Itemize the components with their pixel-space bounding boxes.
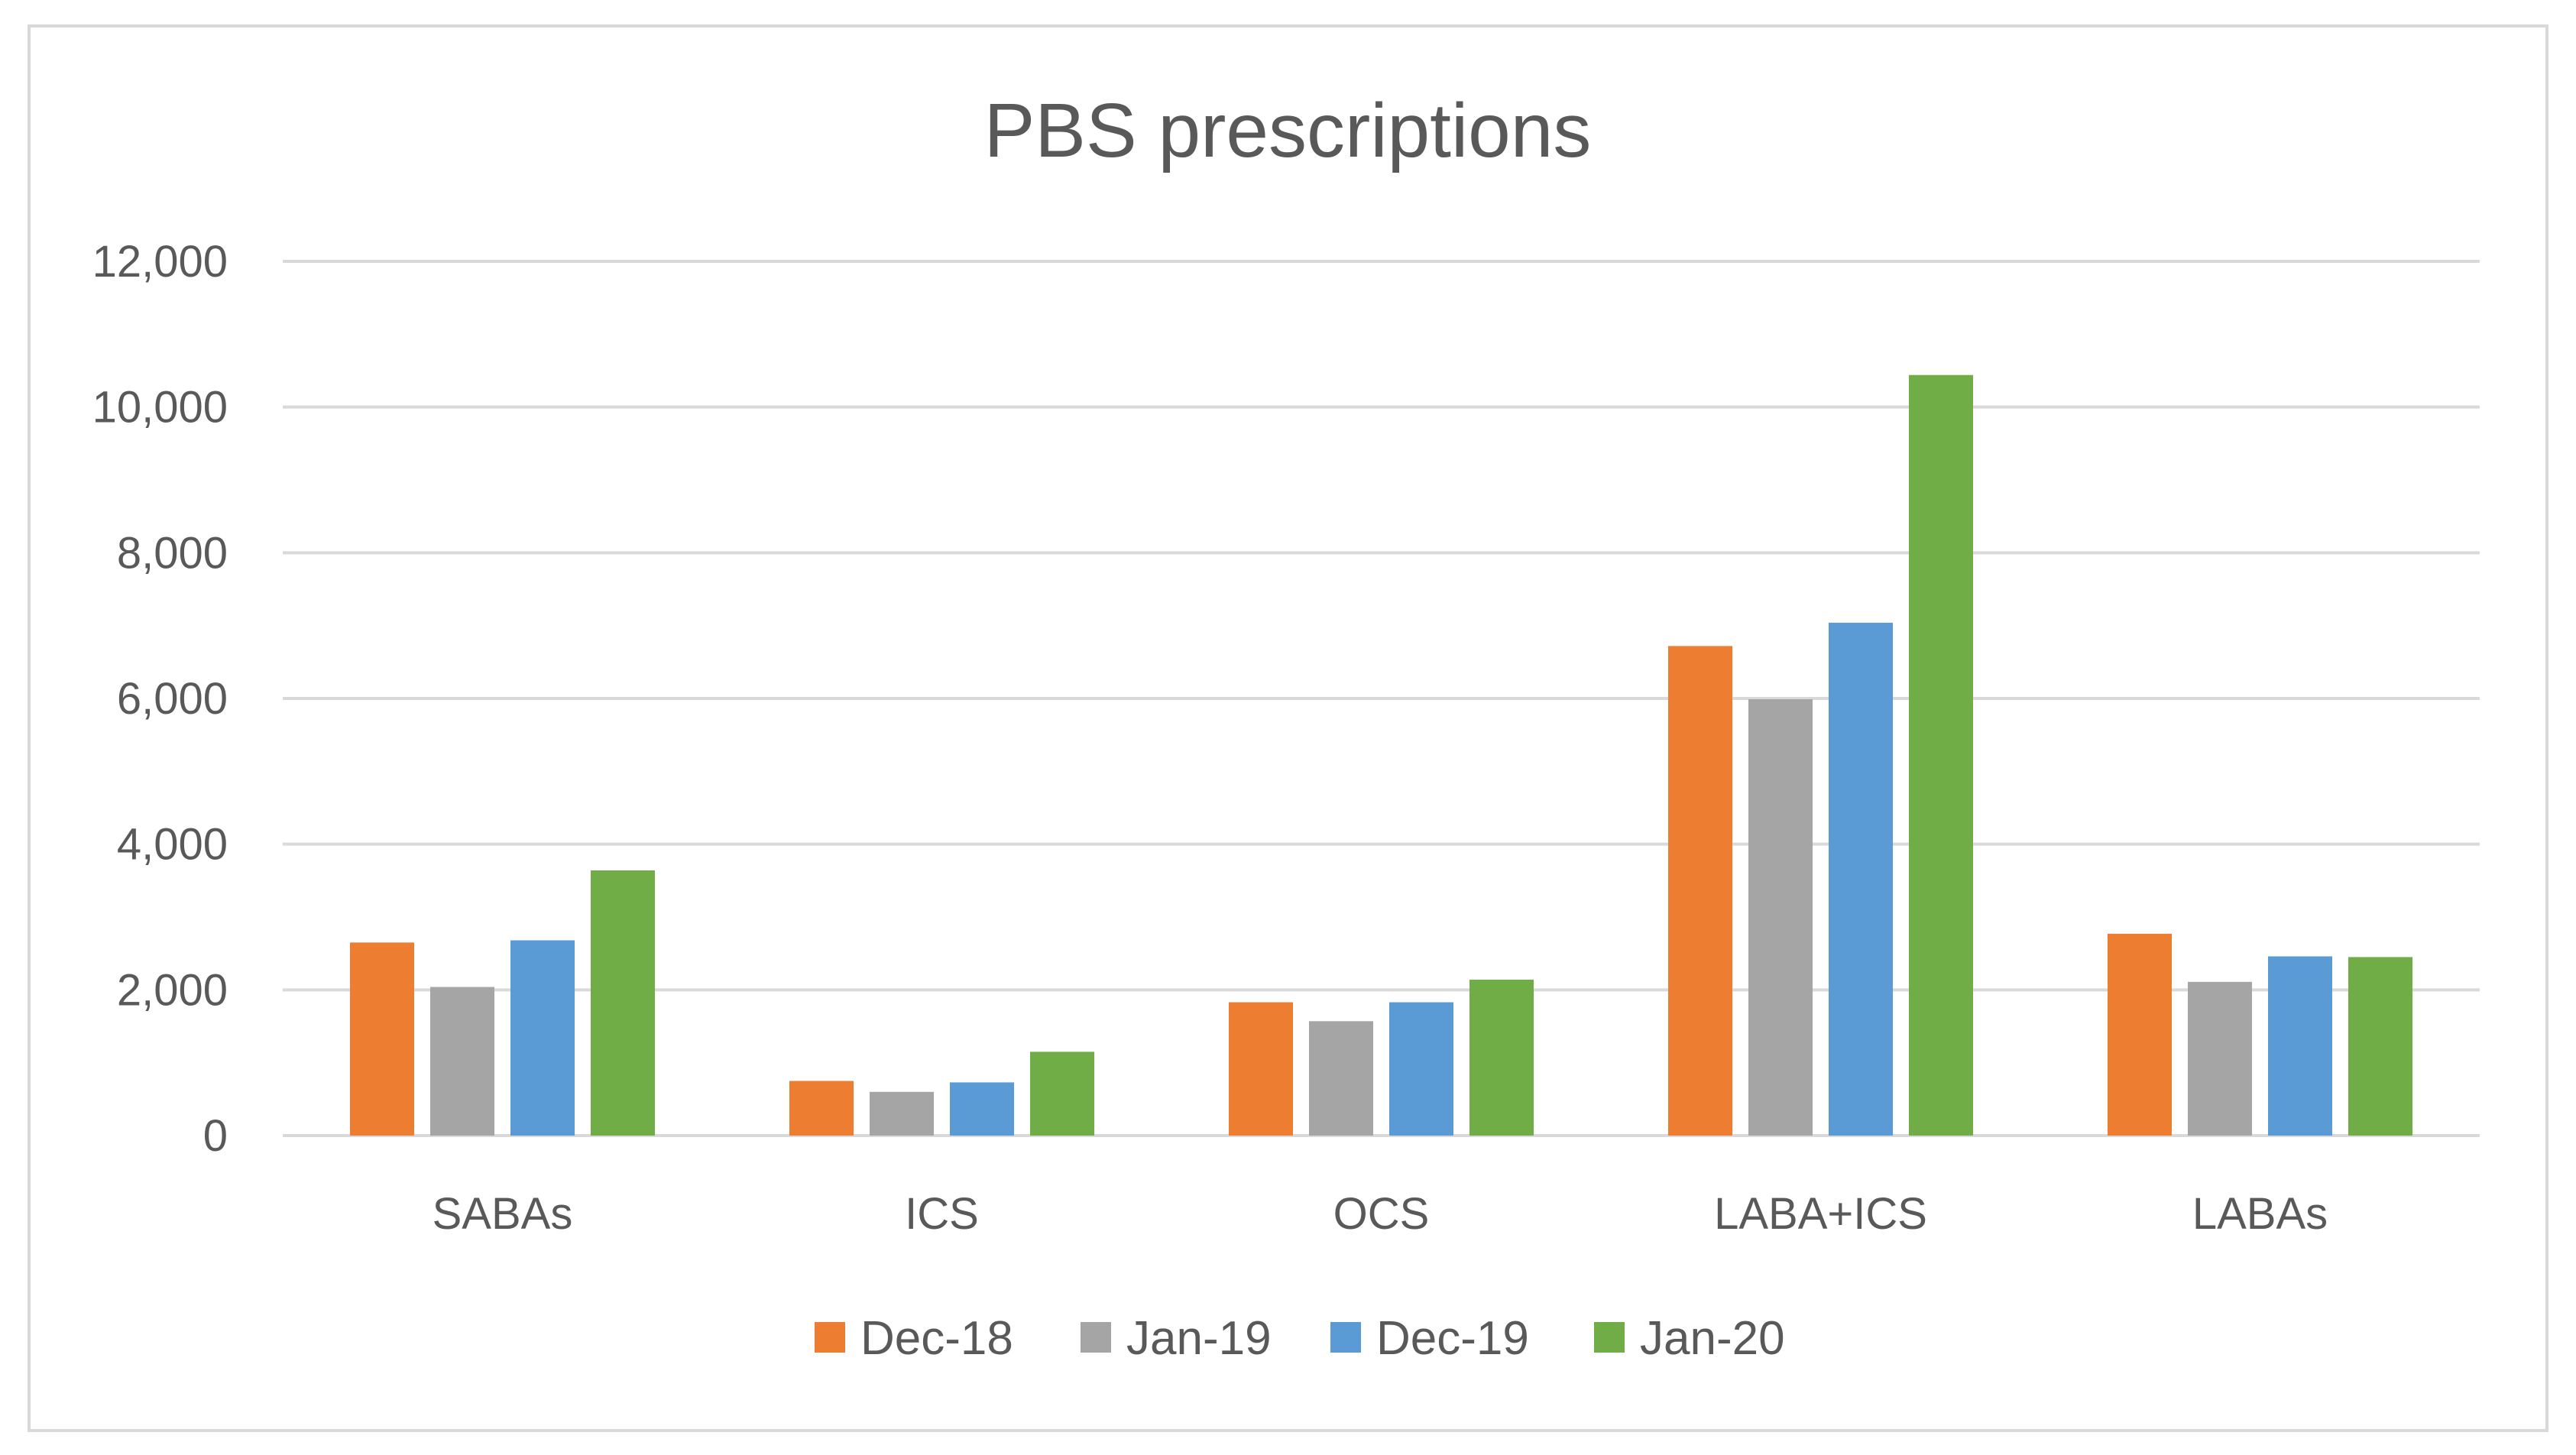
legend-label-jan-19: Jan-19 [1126, 1312, 1272, 1365]
x-axis-categories: SABAs ICS OCS LABA+ICS LABAs [433, 1189, 2328, 1239]
bar-dec-18-ics [789, 1081, 854, 1136]
legend-swatch-dec-19 [1330, 1322, 1361, 1353]
bar-dec-18-ocs [1229, 1002, 1293, 1136]
x-category-label: ICS [905, 1189, 979, 1239]
bars [350, 374, 2412, 1136]
legend-label-dec-19: Dec-19 [1376, 1312, 1529, 1365]
bar-jan-20-laba-ics [1909, 374, 1973, 1136]
bar-jan-19-labas [2188, 981, 2252, 1136]
bar-dec-19-labas [2268, 956, 2332, 1136]
y-tick-label: 8,000 [117, 528, 228, 578]
bar-jan-20-ocs [1469, 979, 1534, 1136]
legend-swatch-jan-19 [1081, 1322, 1111, 1353]
legend-label-dec-18: Dec-18 [860, 1312, 1013, 1365]
bar-jan-20-labas [2348, 957, 2412, 1136]
chart-title: PBS prescriptions [984, 88, 1592, 173]
bar-dec-19-sabas [510, 940, 575, 1136]
legend-swatch-jan-20 [1594, 1322, 1625, 1353]
bar-dec-19-laba-ics [1829, 622, 1893, 1136]
legend: Dec-18 Jan-19 Dec-19 Jan-20 [815, 1312, 1785, 1365]
y-tick-label: 0 [203, 1111, 228, 1161]
bar-dec-19-ics [950, 1082, 1014, 1136]
bar-dec-19-ocs [1389, 1002, 1453, 1136]
bar-jan-20-sabas [591, 870, 655, 1136]
y-tick-label: 6,000 [117, 674, 228, 724]
y-tick-label: 12,000 [92, 237, 228, 287]
chart-frame [28, 24, 2548, 1432]
bar-jan-19-sabas [430, 987, 494, 1136]
bar-jan-19-laba-ics [1748, 698, 1813, 1136]
bar-dec-18-sabas [350, 942, 414, 1136]
bar-jan-20-ics [1030, 1052, 1094, 1136]
y-tick-label: 10,000 [92, 383, 228, 433]
bar-jan-19-ocs [1309, 1021, 1373, 1136]
bar-jan-19-ics [870, 1091, 934, 1136]
y-tick-label: 4,000 [117, 820, 228, 870]
y-axis-ticks: 0 2,000 4,000 6,000 8,000 10,000 12,000 [92, 237, 228, 1161]
bar-dec-18-labas [2108, 933, 2172, 1136]
x-category-label: SABAs [433, 1189, 573, 1239]
x-category-label: OCS [1333, 1189, 1430, 1239]
x-category-label: LABAs [2192, 1189, 2328, 1239]
legend-label-jan-20: Jan-20 [1640, 1312, 1785, 1365]
y-tick-label: 2,000 [117, 965, 228, 1015]
bar-dec-18-laba-ics [1668, 646, 1732, 1136]
x-category-label: LABA+ICS [1714, 1189, 1927, 1239]
legend-swatch-dec-18 [815, 1322, 845, 1353]
